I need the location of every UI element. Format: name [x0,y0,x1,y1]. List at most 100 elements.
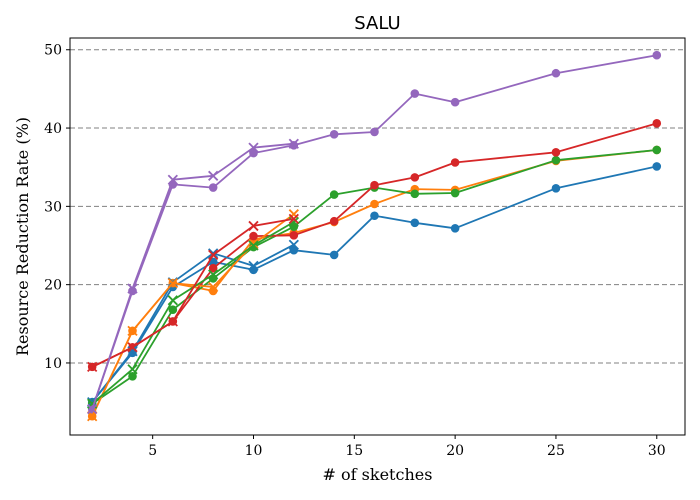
data-point-cross [87,404,98,415]
series-purple-dot [87,50,662,414]
cross-stroke [127,283,138,294]
series-purple-cross [87,138,299,415]
data-point-cross [288,213,299,225]
cross-stroke [208,249,219,261]
data-point-cross [208,249,219,261]
cross-stroke [167,174,178,185]
x-tick-label: 5 [148,443,157,459]
data-point-cross [87,361,98,373]
data-point-cross [167,174,178,185]
series-line [91,142,294,410]
data-point [249,231,258,241]
x-ticks: 5 10 15 20 25 30 [148,435,666,459]
data-point [551,184,561,193]
data-point [370,211,379,221]
cross-stroke [208,281,219,293]
cross-stroke [288,209,299,220]
data-point [410,218,420,228]
data-point-cross [248,220,259,232]
cross-stroke [288,239,299,250]
x-tick-label: 10 [245,443,263,459]
cross-stroke [208,170,219,181]
data-point-cross [127,342,138,353]
cross-stroke [127,342,138,353]
data-point-cross [288,239,299,250]
data-point [329,250,339,260]
y-ticks: 10 20 30 40 50 [44,43,70,372]
data-point-cross [248,142,259,153]
data-point [551,155,561,165]
cross-stroke [87,404,98,415]
x-tick-label: 20 [446,443,464,459]
data-point [329,216,339,226]
series-orange-cross [87,209,299,422]
x-tick-label: 15 [345,443,363,459]
data-point [450,158,460,167]
data-point [208,183,218,192]
cross-stroke [288,138,299,149]
data-point [289,231,299,240]
series-line [91,218,294,368]
series-green-cross [87,216,299,409]
series-green-dot [87,145,662,408]
cross-stroke [167,277,178,289]
cross-stroke [248,142,259,153]
cross-stroke [288,216,299,228]
data-point-cross [167,277,178,289]
data-point [410,173,420,182]
data-point-cross [208,281,219,293]
data-point [370,199,379,209]
data-point [128,371,137,381]
data-point [370,127,379,137]
series-line [91,149,657,405]
cross-stroke [87,361,98,373]
data-point [551,68,561,78]
data-point-cross [167,295,178,306]
data-point [410,189,420,199]
data-point-cross [288,138,299,149]
data-point [652,145,662,155]
data-point [450,188,460,198]
data-point-cross [208,170,219,181]
series-line [91,213,295,417]
cross-stroke [127,364,138,375]
data-point-cross [127,364,138,375]
data-point [370,180,379,190]
data-point-cross [127,325,138,336]
x-tick-label: 25 [547,443,565,459]
data-point [168,305,178,315]
cross-stroke [208,269,219,280]
data-point [329,190,339,199]
data-point [329,130,339,139]
data-point-cross [248,260,259,272]
y-axis-label: Resource Reduction Rate (%) [13,117,32,356]
x-axis-label: # of sketches [323,465,433,484]
data-point [652,162,662,171]
data-point [551,148,561,157]
data-point-cross [208,269,219,280]
plot-frame [69,37,686,436]
data-point [450,223,460,233]
data-point [652,50,662,60]
y-tick-label: 30 [44,199,62,215]
data-point [208,263,218,273]
cross-stroke [288,213,299,225]
cross-stroke [248,220,259,232]
series-line [91,165,657,403]
data-point-cross [288,209,299,220]
series-line [91,54,657,410]
data-point-cross [248,240,259,251]
y-tick-label: 20 [44,278,62,294]
y-tick-label: 10 [44,356,62,372]
series-line [91,243,295,403]
y-tick-label: 40 [44,121,62,137]
cross-stroke [167,295,178,306]
cross-stroke [167,316,178,327]
series-line [91,221,295,405]
data-point-cross [208,248,219,259]
y-tick-label: 50 [44,43,62,59]
data-point [450,97,460,107]
data-point-cross [127,283,138,294]
